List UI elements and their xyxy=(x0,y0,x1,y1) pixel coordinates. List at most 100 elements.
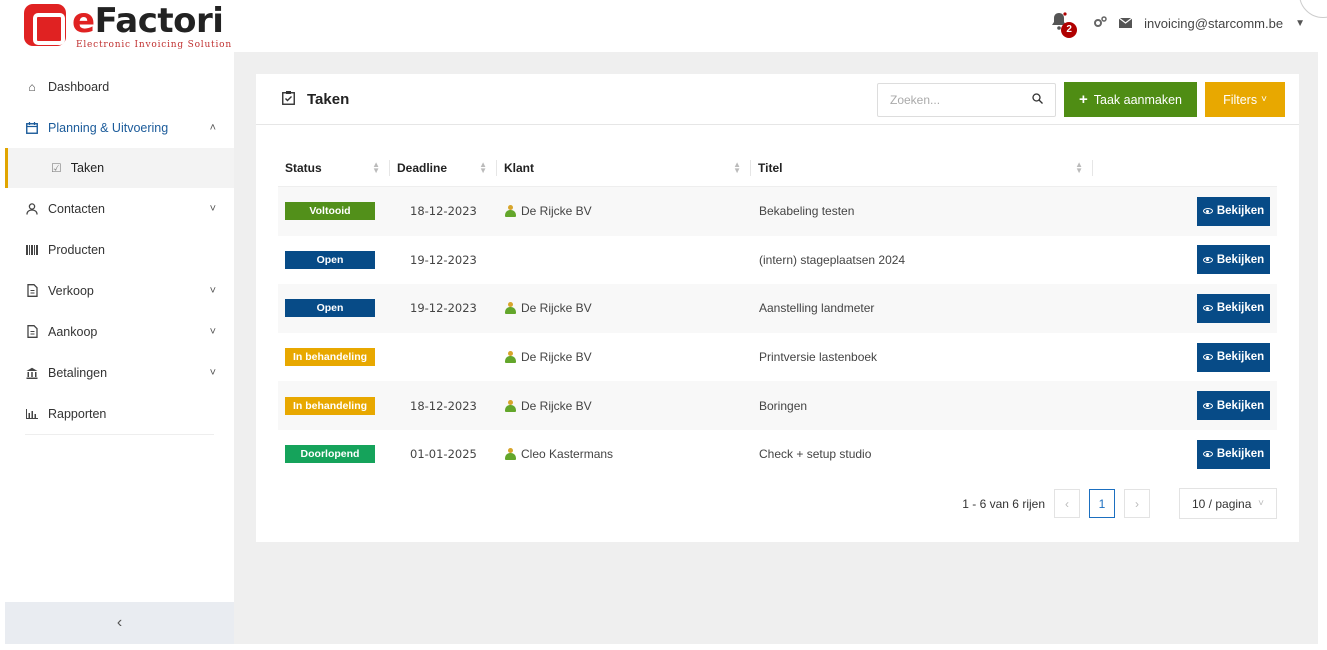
title-cell: Bekabeling testen xyxy=(759,204,855,219)
eye-icon xyxy=(1202,256,1213,263)
eye-icon xyxy=(1202,305,1213,312)
eye-icon xyxy=(1202,208,1213,215)
person-icon xyxy=(505,351,516,364)
status-badge: Open xyxy=(285,299,375,318)
sort-icon[interactable]: ▲ ▼ xyxy=(479,159,487,175)
status-badge: Voltooid xyxy=(285,202,375,221)
status-badge: In behandeling xyxy=(285,348,375,367)
sidebar-item-label: Taken xyxy=(70,161,105,175)
eye-icon xyxy=(1202,354,1213,361)
chevron-down-icon: ˅ xyxy=(209,366,216,379)
previous-page-button[interactable]: ‹ xyxy=(1054,489,1080,518)
sidebar-item-verkoop[interactable]: Verkoop ˅ xyxy=(5,270,234,311)
sort-icon[interactable]: ▲ ▼ xyxy=(372,159,380,175)
top-bar: eFactori Electronic Invoicing Solution 2… xyxy=(0,0,1327,52)
column-header-deadline[interactable]: Deadline ▲ ▼ xyxy=(390,149,497,186)
eye-icon xyxy=(1202,451,1213,458)
table-header: Status ▲ ▼ Deadline ▲ ▼ Klant ▲ ▼ Titel ▲ ▼ xyxy=(278,149,1277,187)
view-button[interactable]: Bekijken xyxy=(1197,245,1270,275)
title-cell: (intern) stageplaatsen 2024 xyxy=(759,252,906,267)
status-badge: Doorlopend xyxy=(285,445,375,464)
chevron-down-icon: ˅ xyxy=(209,284,216,297)
sort-icon[interactable]: ▲ ▼ xyxy=(1075,159,1083,175)
status-badge: Open xyxy=(285,250,375,269)
sidebar-item-label: Planning & Uitvoering xyxy=(48,120,169,135)
efactori-logo[interactable]: eFactori Electronic Invoicing Solution xyxy=(24,4,232,50)
pagination-summary: 1 - 6 van 6 rijen xyxy=(962,496,1045,511)
bell-icon xyxy=(1052,12,1067,30)
chevron-down-icon: ˅ xyxy=(1261,94,1267,105)
sidebar-item-label: Betalingen xyxy=(48,365,108,380)
sidebar-item-producten[interactable]: Producten xyxy=(5,229,234,270)
column-header-klant[interactable]: Klant ▲ ▼ xyxy=(497,149,751,186)
chevron-down-icon: ˅ xyxy=(209,202,216,215)
client-cell: De Rijcke BV xyxy=(497,350,751,364)
sidebar-item-contacten[interactable]: Contacten ˅ xyxy=(5,188,234,229)
document-icon xyxy=(25,284,39,298)
notifications-button[interactable]: 2 xyxy=(1051,12,1078,38)
user-menu-email[interactable]: invoicing@starcomm.be xyxy=(1144,15,1284,31)
plus-icon: + xyxy=(1078,91,1088,108)
deadline-cell: 18-12-2023 xyxy=(410,204,477,219)
chevron-up-icon: ˄ xyxy=(209,121,216,134)
deadline-cell: 18-12-2023 xyxy=(410,398,477,413)
sidebar-item-rapporten[interactable]: Rapporten xyxy=(5,393,234,434)
deadline-cell: 19-12-2023 xyxy=(410,301,477,316)
page-size-select[interactable]: 10 / pagina ˅ xyxy=(1179,488,1277,519)
page-title: Taken xyxy=(282,91,349,108)
table-row: Open 19-12-2023 De Rijcke BV Aanstelling… xyxy=(278,284,1277,333)
user-menu-caret-icon[interactable]: ▼ xyxy=(1295,17,1305,29)
bank-icon xyxy=(25,366,39,380)
column-header-titel[interactable]: Titel ▲ ▼ xyxy=(751,149,1093,186)
filters-button[interactable]: Filters ˅ xyxy=(1205,82,1285,117)
sidebar-item-label: Dashboard xyxy=(48,79,110,94)
table-row: Doorlopend 01-01-2025 Cleo Kastermans Ch… xyxy=(278,430,1277,479)
view-button[interactable]: Bekijken xyxy=(1197,439,1270,469)
envelope-icon[interactable] xyxy=(1118,16,1133,31)
sidebar-item-label: Producten xyxy=(48,242,105,257)
settings-cogs-icon[interactable] xyxy=(1093,15,1107,31)
sidebar-item-aankoop[interactable]: Aankoop ˅ xyxy=(5,311,234,352)
person-icon xyxy=(505,448,516,461)
sidebar-collapse-button[interactable]: ‹ xyxy=(5,602,234,644)
sidebar-item-planning[interactable]: Planning & Uitvoering ˄ xyxy=(5,107,234,148)
home-icon: ⌂ xyxy=(28,79,36,94)
view-button[interactable]: Bekijken xyxy=(1197,293,1270,323)
title-cell: Printversie lastenboek xyxy=(759,350,878,365)
tasks-card: Taken + Taak aanmaken Filters ˅ Status ▲… xyxy=(256,74,1299,542)
client-cell: Cleo Kastermans xyxy=(497,447,751,461)
person-icon xyxy=(25,202,39,216)
view-button[interactable]: Bekijken xyxy=(1197,342,1270,372)
bar-chart-icon xyxy=(25,407,39,421)
page-number-button[interactable]: 1 xyxy=(1089,489,1115,518)
view-button[interactable]: Bekijken xyxy=(1197,196,1270,226)
table-row: Open 19-12-2023 (intern) stageplaatsen 2… xyxy=(278,236,1277,285)
deadline-cell: 01-01-2025 xyxy=(410,447,477,462)
card-header: Taken + Taak aanmaken Filters ˅ xyxy=(256,74,1299,125)
sort-icon[interactable]: ▲ ▼ xyxy=(733,159,741,175)
column-header-status[interactable]: Status ▲ ▼ xyxy=(278,149,390,186)
sidebar-item-dashboard[interactable]: ⌂ Dashboard xyxy=(5,66,234,107)
search-icon[interactable] xyxy=(1032,93,1043,107)
task-check-icon: ☑ xyxy=(51,161,62,175)
title-cell: Aanstelling landmeter xyxy=(759,301,875,316)
logo-tagline: Electronic Invoicing Solution xyxy=(76,40,232,50)
client-cell: De Rijcke BV xyxy=(497,204,751,218)
document-icon xyxy=(25,325,39,339)
view-button[interactable]: Bekijken xyxy=(1197,391,1270,421)
create-task-button[interactable]: + Taak aanmaken xyxy=(1064,82,1197,117)
notification-count-badge: 2 xyxy=(1061,22,1078,38)
pagination: 1 - 6 van 6 rijen ‹ 1 › 10 / pagina ˅ xyxy=(962,488,1277,519)
sidebar-nav: ⌂ Dashboard Planning & Uitvoering ˄ ☑ Ta… xyxy=(5,66,234,602)
title-cell: Boringen xyxy=(759,398,808,413)
barcode-icon xyxy=(25,243,39,257)
search-box[interactable] xyxy=(877,83,1056,117)
sidebar-item-taken[interactable]: ☑ Taken xyxy=(5,148,234,188)
next-page-button[interactable]: › xyxy=(1124,489,1150,518)
task-check-icon xyxy=(282,91,295,108)
sidebar-item-betalingen[interactable]: Betalingen ˅ xyxy=(5,352,234,393)
sidebar-item-label: Aankoop xyxy=(48,324,98,339)
status-badge: In behandeling xyxy=(285,396,375,415)
table-row: Voltooid 18-12-2023 De Rijcke BV Bekabel… xyxy=(278,187,1277,236)
search-input[interactable] xyxy=(890,93,1020,107)
